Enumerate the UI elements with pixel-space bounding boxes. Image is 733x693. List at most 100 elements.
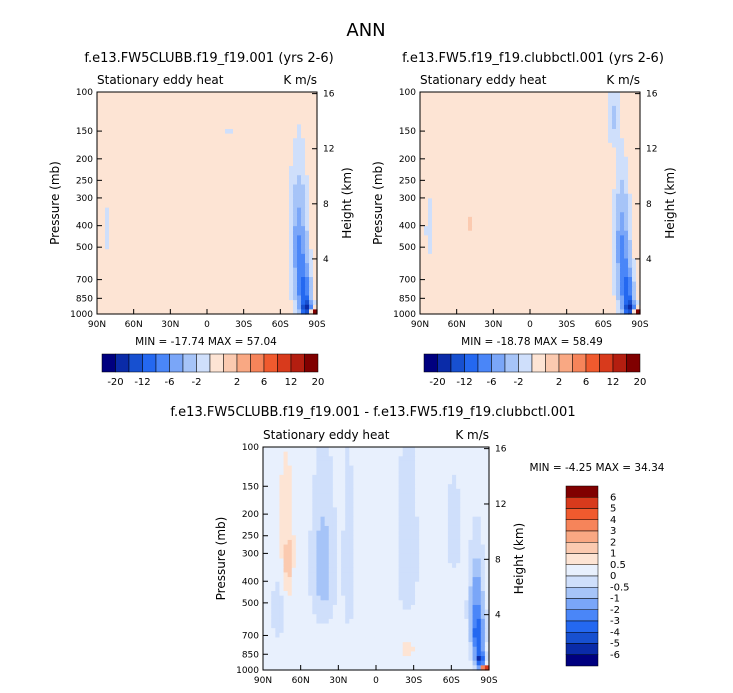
heatmap-cell <box>153 138 158 144</box>
heatmap-cell <box>532 92 537 98</box>
heatmap-cell <box>153 110 158 116</box>
heatmap-cell <box>273 203 278 209</box>
heatmap-cell <box>133 124 138 130</box>
heatmap-cell <box>580 258 585 264</box>
heatmap-cell <box>153 212 158 218</box>
heatmap-cell <box>532 142 537 149</box>
heatmap-cell <box>452 258 457 264</box>
heatmap-cell <box>492 92 497 98</box>
heatmap-cell <box>432 170 437 176</box>
heatmap-cell <box>500 115 505 121</box>
heatmap-cell <box>241 281 246 287</box>
heatmap-cell <box>600 184 605 190</box>
heatmap-cell <box>636 235 641 241</box>
heatmap-cell <box>428 189 433 195</box>
heatmap-cell <box>229 193 234 199</box>
heatmap-cell <box>448 267 453 273</box>
heatmap-cell <box>600 161 605 167</box>
heatmap-cell <box>432 101 437 107</box>
y2-tick-label: 12 <box>323 145 334 155</box>
heatmap-cell <box>169 244 174 250</box>
heatmap-cell <box>588 281 593 287</box>
heatmap-cell <box>492 249 497 255</box>
heatmap-cell <box>628 101 633 107</box>
heatmap-cell <box>608 272 613 278</box>
heatmap-cell <box>556 267 561 273</box>
heatmap-cell <box>420 230 425 236</box>
heatmap-cell <box>261 161 266 167</box>
heatmap-cell <box>165 281 170 287</box>
heatmap-cell <box>620 147 625 153</box>
heatmap-cell <box>145 124 150 130</box>
heatmap-cell <box>241 277 246 283</box>
heatmap-cell <box>121 170 126 176</box>
heatmap-cell <box>177 235 182 241</box>
heatmap-cell <box>265 119 270 125</box>
heatmap-cell <box>121 253 126 260</box>
heatmap-cell <box>500 110 505 116</box>
heatmap-cell <box>536 198 541 204</box>
heatmap-cell <box>468 258 473 264</box>
heatmap-cell <box>297 267 302 273</box>
heatmap-cell <box>484 166 489 172</box>
heatmap-cell <box>117 119 122 125</box>
heatmap-cell <box>145 105 150 112</box>
heatmap-cell <box>277 235 282 241</box>
heatmap-cell <box>584 253 589 260</box>
heatmap-cell <box>468 96 473 102</box>
heatmap-cell <box>468 92 473 98</box>
heatmap-cell <box>181 263 186 269</box>
heatmap-cell <box>293 272 298 278</box>
heatmap-cell <box>480 267 485 273</box>
heatmap-cell <box>125 230 130 236</box>
heatmap-cell <box>121 304 126 310</box>
heatmap-cell <box>504 226 509 232</box>
heatmap-cell <box>452 198 457 204</box>
heatmap-cell <box>500 193 505 199</box>
heatmap-cell <box>185 207 190 213</box>
heatmap-cell <box>161 240 166 246</box>
heatmap-cell <box>201 156 206 162</box>
heatmap-cell <box>97 147 102 153</box>
heatmap-cell <box>149 244 154 250</box>
heatmap-cell <box>273 281 278 287</box>
heatmap-cell <box>273 221 278 227</box>
heatmap-cell <box>109 161 114 167</box>
heatmap-cell <box>105 184 110 190</box>
heatmap-cell <box>157 96 162 102</box>
heatmap-cell <box>185 198 190 204</box>
heatmap-cell <box>636 179 641 186</box>
heatmap-cell <box>189 221 194 227</box>
heatmap-cell <box>165 115 170 121</box>
heatmap-cell <box>568 129 573 135</box>
heatmap-cell <box>456 263 461 269</box>
heatmap-cell <box>472 179 477 186</box>
heatmap-cell <box>129 295 134 301</box>
heatmap-cell <box>149 161 154 167</box>
heatmap-cell <box>309 221 314 227</box>
heatmap-cell <box>249 235 254 241</box>
heatmap-cell <box>213 133 218 139</box>
heatmap-cell <box>205 166 210 172</box>
heatmap-cell <box>636 267 641 273</box>
heatmap-cell <box>137 212 142 218</box>
heatmap-cell <box>608 156 613 162</box>
heatmap-cell <box>556 198 561 204</box>
heatmap-cell <box>157 267 162 273</box>
heatmap-cell <box>161 184 166 190</box>
heatmap-cell <box>588 240 593 246</box>
heatmap-cell <box>197 230 202 236</box>
heatmap-cell <box>285 189 290 195</box>
heatmap-cell <box>165 263 170 269</box>
heatmap-cell <box>253 179 258 186</box>
heatmap-cell <box>440 226 445 232</box>
heatmap-cell <box>285 133 290 139</box>
heatmap-cell <box>464 226 469 232</box>
heatmap-cell <box>524 267 529 273</box>
heatmap-cell <box>608 189 613 195</box>
heatmap-cell <box>468 193 473 199</box>
heatmap-cell <box>480 152 485 158</box>
heatmap-cell <box>468 198 473 204</box>
heatmap-cell <box>604 244 609 250</box>
heatmap-cell <box>580 119 585 125</box>
